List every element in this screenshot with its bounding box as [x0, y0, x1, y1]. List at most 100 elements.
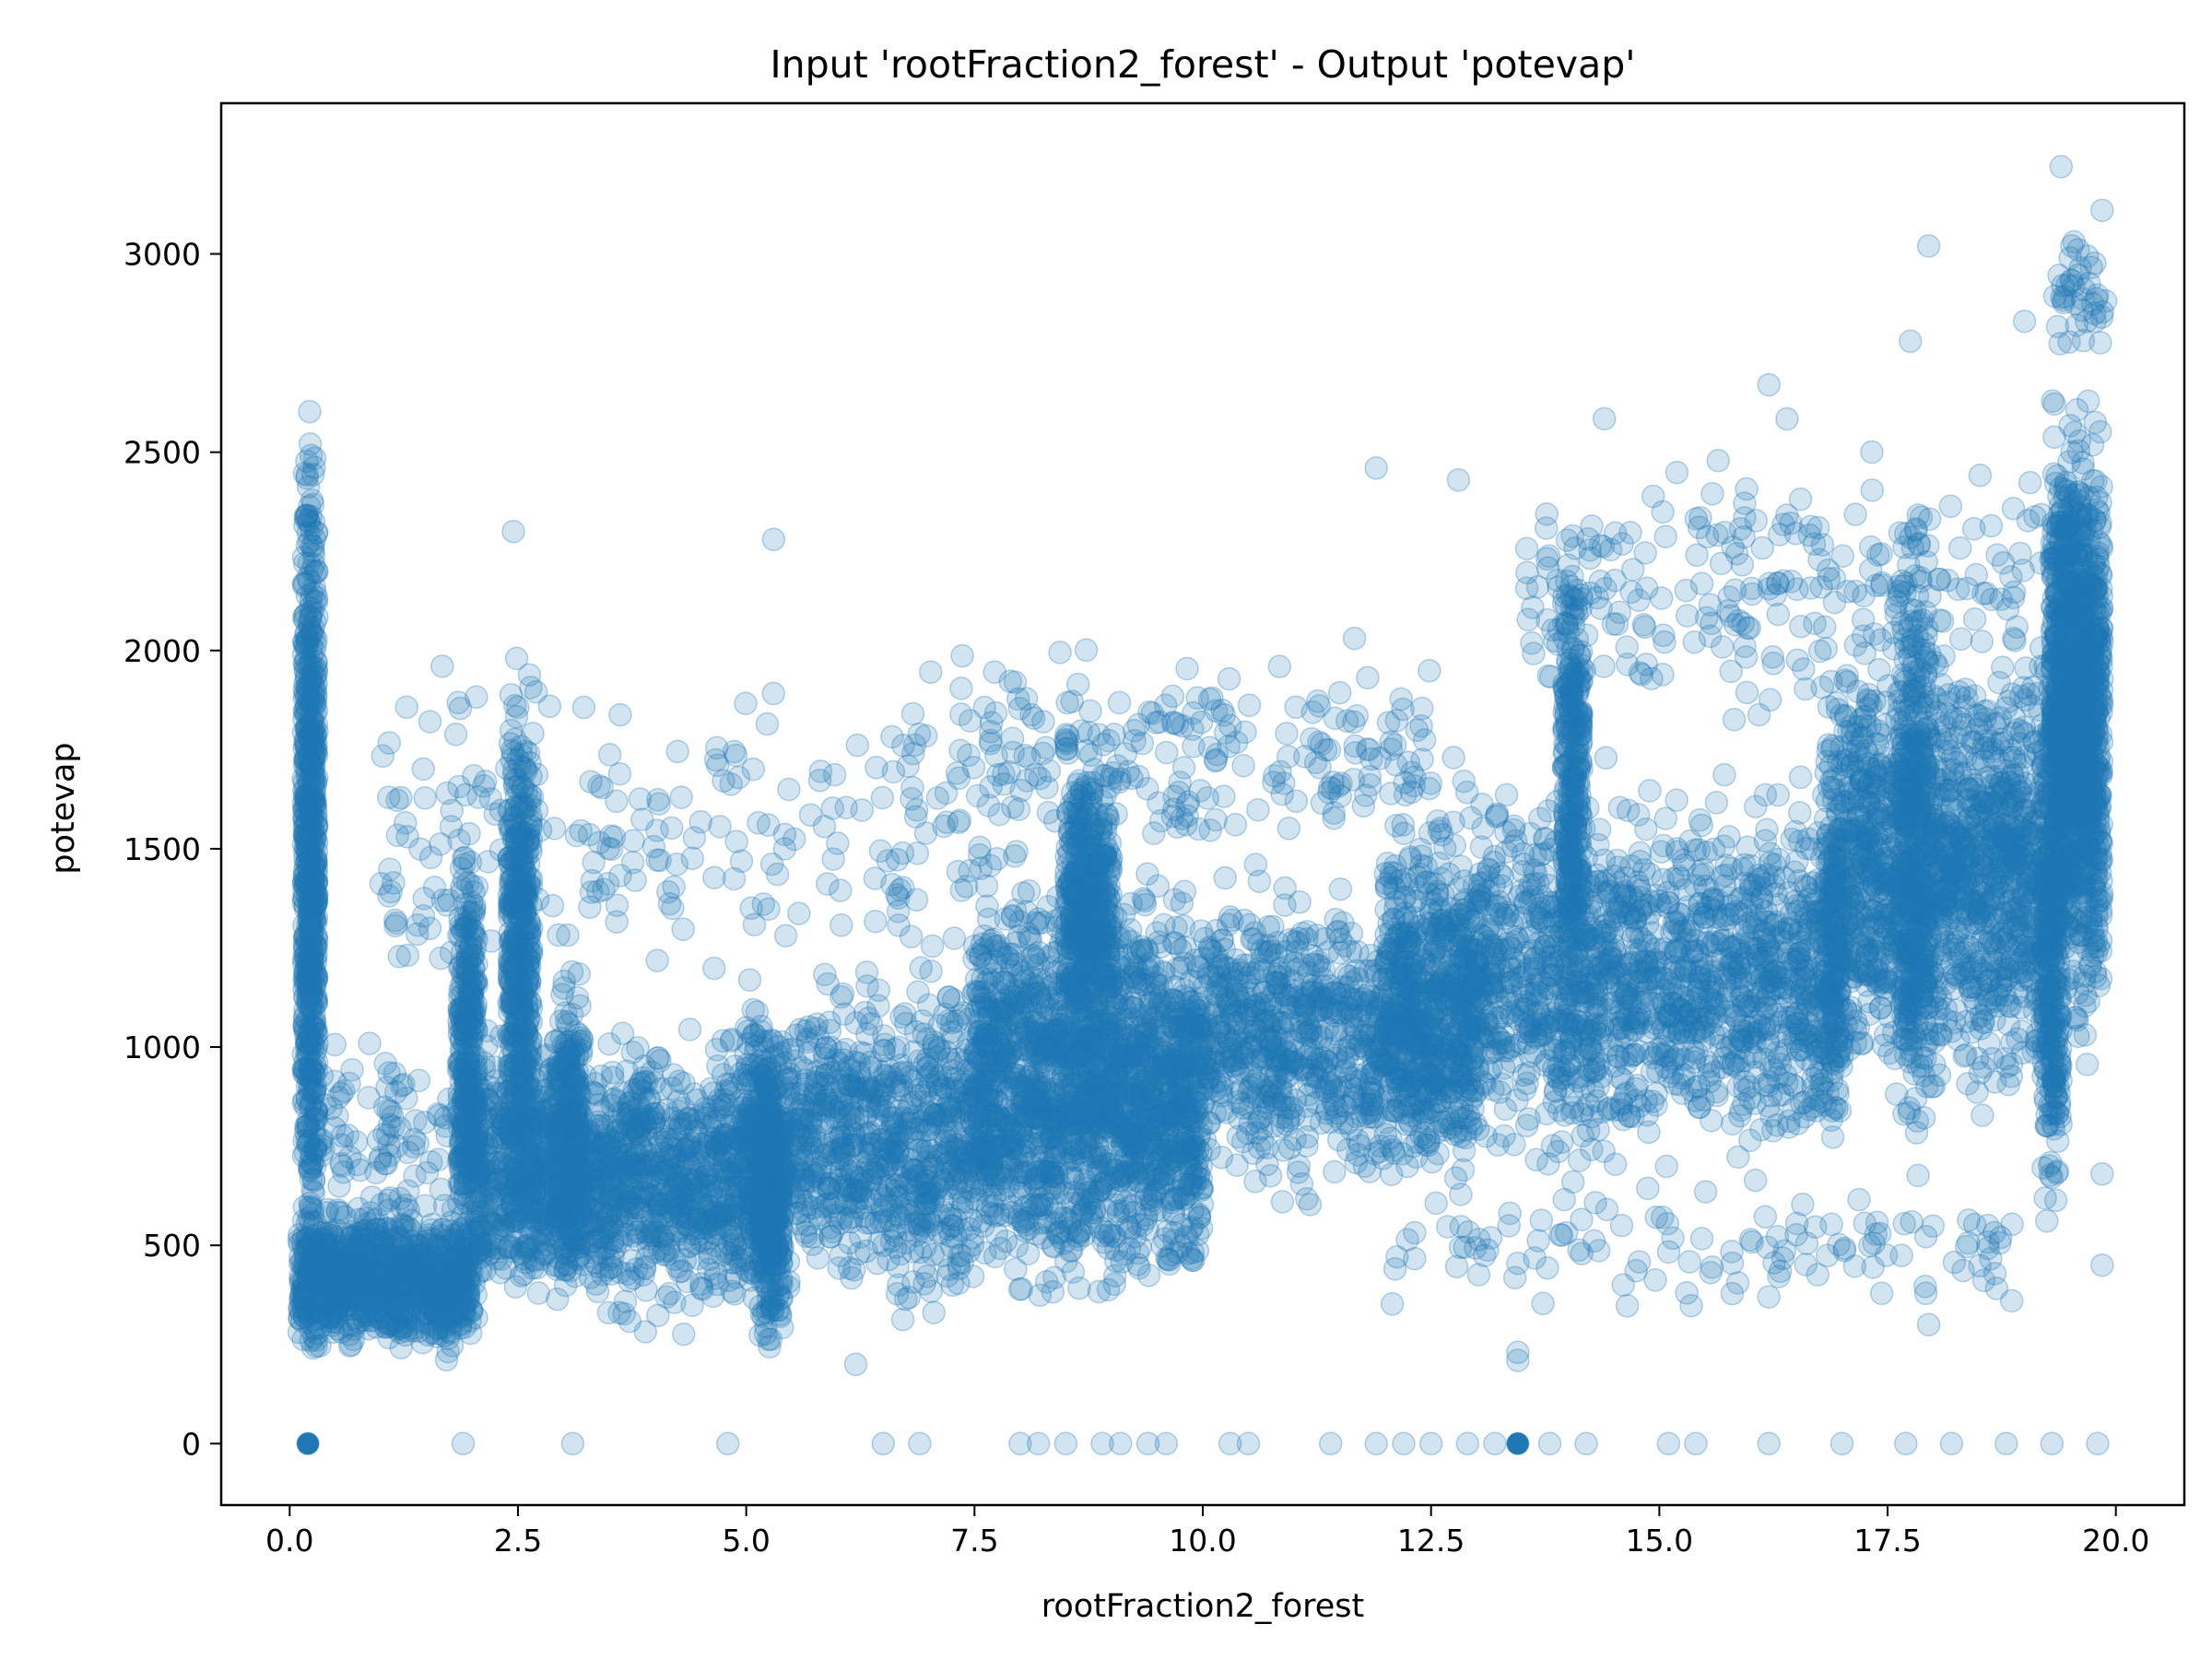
scatter-point [291, 1208, 316, 1233]
scatter-point [526, 1281, 551, 1305]
scatter-point [300, 946, 324, 970]
scatter-point [294, 647, 318, 672]
scatter-point [303, 610, 327, 634]
scatter-point [394, 1323, 418, 1347]
scatter-point [383, 1264, 408, 1288]
scatter-point [303, 1018, 327, 1041]
scatter-point [296, 721, 320, 745]
scatter-point [295, 1074, 320, 1099]
scatter-point [300, 947, 324, 971]
scatter-point [301, 597, 325, 622]
scatter-point [677, 1106, 701, 1131]
scatter-point [544, 1153, 568, 1178]
scatter-point [621, 1194, 645, 1218]
scatter-point [554, 1009, 579, 1034]
scatter-point [478, 1211, 502, 1235]
scatter-point [299, 872, 324, 896]
scatter-point [297, 901, 322, 925]
scatter-point [299, 968, 324, 992]
scatter-point [294, 504, 319, 528]
scatter-point [543, 1030, 568, 1054]
scatter-point [295, 503, 320, 528]
scatter-point [680, 1293, 704, 1317]
chart-title: Input 'rootFraction2_forest' - Output 'p… [771, 42, 1636, 87]
scatter-point [304, 884, 329, 908]
scatter-point [672, 1322, 696, 1347]
scatter-point [646, 1303, 670, 1327]
scatter-point [503, 1199, 528, 1223]
scatter-point [296, 1061, 321, 1086]
scatter-point [301, 768, 326, 793]
scatter-point [499, 1102, 523, 1127]
scatter-point [629, 1077, 653, 1102]
scatter-point [294, 789, 319, 814]
scatter-point [300, 843, 324, 868]
scatter-point [504, 704, 529, 729]
scatter-point [293, 607, 317, 632]
scatter-point [464, 1018, 488, 1041]
scatter-point [298, 915, 323, 940]
scatter-point [758, 1335, 782, 1359]
scatter-point [300, 719, 325, 743]
scatter-point [296, 1041, 321, 1066]
scatter-point [656, 1238, 681, 1263]
scatter-point [712, 1159, 735, 1184]
scatter-point [498, 1166, 522, 1190]
scatter-point [304, 988, 328, 1013]
scatter-point [300, 1076, 325, 1100]
scatter-point [677, 1018, 702, 1041]
scatter-point [298, 864, 323, 888]
scatter-point [298, 877, 322, 900]
scatter-point [689, 1192, 714, 1216]
scatter-point [295, 653, 320, 678]
scatter-point [362, 1266, 386, 1291]
scatter-point [297, 685, 322, 709]
scatter-point [565, 1246, 589, 1271]
scatter-point [515, 1119, 539, 1144]
scatter-point [477, 1242, 501, 1266]
scatter-point [449, 1038, 474, 1062]
scatter-point [295, 503, 319, 527]
scatter-point [465, 1305, 488, 1330]
scatter-point [300, 582, 324, 606]
scatter-point [293, 631, 318, 656]
scatter-point [292, 778, 316, 803]
scatter-point [300, 1011, 325, 1036]
scatter-point [830, 985, 853, 1009]
scatter-point [304, 966, 329, 990]
scatter-point [423, 1300, 448, 1324]
scatter-point [295, 583, 320, 608]
scatter-point [295, 765, 320, 789]
scatter-point [295, 735, 319, 759]
scatter-point [293, 972, 318, 997]
scatter-point [337, 1334, 362, 1358]
scatter-point [301, 1169, 326, 1193]
scatter-point [300, 724, 324, 748]
scatter-point [616, 1262, 641, 1286]
scatter-point [520, 1152, 545, 1176]
scatter-point [300, 982, 324, 1006]
scatter-point [291, 545, 316, 570]
scatter-point [295, 628, 320, 653]
scatter-point [298, 795, 322, 820]
scatter-point [632, 1054, 656, 1078]
scatter-point [295, 1114, 319, 1138]
scatter-point [437, 1248, 461, 1272]
scatter-point [513, 1250, 537, 1275]
scatter-point [922, 1300, 946, 1324]
scatter-point [434, 1347, 459, 1372]
scatter-point [464, 1282, 488, 1307]
scatter-point [302, 733, 326, 758]
scatter-point [413, 1194, 438, 1218]
scatter-point [308, 1298, 332, 1323]
scatter-point [769, 1304, 793, 1328]
scatter-point [303, 726, 327, 750]
scatter-point [555, 1088, 580, 1113]
scatter-point [366, 1228, 390, 1253]
scatter-point [806, 1246, 830, 1270]
scatter-point [295, 465, 319, 490]
scatter-point [698, 1241, 722, 1265]
scatter-point [295, 736, 319, 760]
scatter-point [464, 1191, 488, 1215]
